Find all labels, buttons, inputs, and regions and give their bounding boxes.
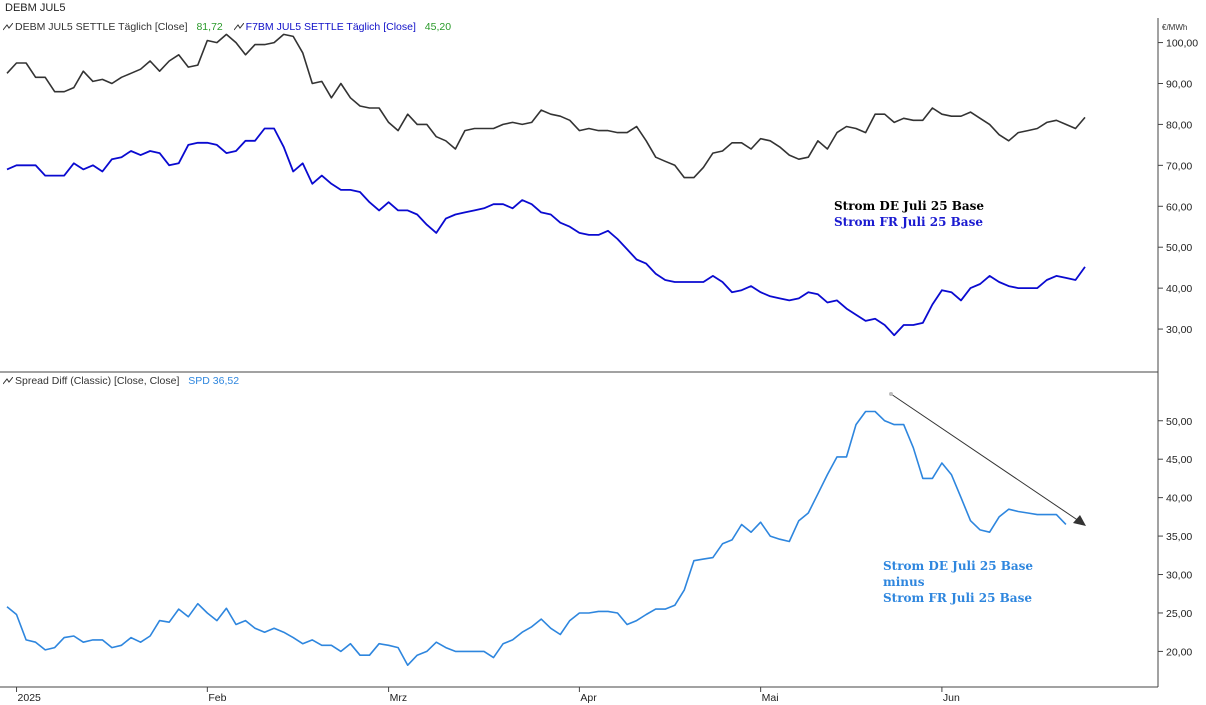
y-tick-label: 30,00 (1166, 324, 1192, 336)
x-tick-label: Jun (943, 692, 960, 704)
y-tick-label: 30,00 (1166, 570, 1192, 582)
unit-label: €/MWh (1162, 23, 1188, 32)
annotation-spread-line1: Strom DE Juli 25 Base (883, 559, 1034, 573)
x-tick-label: Mai (762, 692, 779, 704)
annotation-spread-line2: minus (883, 575, 925, 589)
top-legend: DEBM JUL5 SETTLE Täglich [Close] 81,72 F… (3, 21, 451, 33)
y-tick-label: 35,00 (1166, 531, 1192, 543)
x-tick-label: Apr (580, 692, 597, 704)
legend-de-value: 81,72 (196, 21, 223, 33)
y-tick-label: 40,00 (1166, 283, 1192, 295)
series-line-spread[interactable] (6, 410, 1067, 667)
legend-spread-label[interactable]: Spread Diff (Classic) [Close, Close] (15, 375, 180, 387)
annotation-de: Strom DE Juli 25 Base (834, 199, 985, 213)
bottom-y-axis: 20,00 25,00 30,00 35,00 40,00 45,00 50,00 (1158, 416, 1192, 658)
annotation-spread-line3: Strom FR Juli 25 Base (883, 591, 1032, 605)
legend-spread-value: SPD 36,52 (188, 375, 240, 387)
x-tick-label: 2025 (18, 692, 42, 704)
y-tick-label: 45,00 (1166, 454, 1192, 466)
series-line-de[interactable] (6, 33, 1086, 179)
legend-fr-value: 45,20 (424, 21, 452, 33)
annotation-bottom[interactable]: Strom DE Juli 25 Base minus Strom FR Jul… (883, 558, 1033, 606)
trend-arrow[interactable] (889, 392, 1086, 526)
y-tick-label: 50,00 (1166, 416, 1192, 428)
annotation-fr: Strom FR Juli 25 Base (834, 215, 983, 229)
series-line-fr[interactable] (6, 127, 1086, 337)
y-tick-label: 100,00 (1166, 38, 1198, 50)
x-tick-label: Mrz (390, 692, 408, 704)
trend-line[interactable] (890, 393, 1080, 522)
top-panel-series (6, 33, 1086, 337)
top-y-axis: 30,00 40,00 50,00 60,00 70,00 80,00 90,00 100,0… (1158, 38, 1198, 336)
line-series-icon (3, 23, 13, 31)
y-tick-label: 60,00 (1166, 201, 1192, 213)
legend-fr-label[interactable]: F7BM JUL5 SETTLE Täglich [Close] (245, 21, 416, 33)
bottom-legend: Spread Diff (Classic) [Close, Close] SPD… (3, 375, 239, 387)
line-series-icon (233, 23, 244, 31)
annotation-top[interactable]: Strom DE Juli 25 Base Strom FR Juli 25 B… (834, 198, 984, 230)
x-tick-label: Feb (208, 692, 226, 704)
y-tick-label: 90,00 (1166, 78, 1192, 90)
y-tick-label: 20,00 (1166, 646, 1192, 658)
y-tick-label: 80,00 (1166, 119, 1192, 131)
trend-arrowhead (1073, 515, 1086, 526)
y-tick-label: 70,00 (1166, 160, 1192, 172)
x-axis: 2025 Feb Mrz Apr Mai Jun (16, 687, 960, 704)
chart-symbol-title: DEBM JUL5 (5, 2, 66, 14)
trend-anchor[interactable] (889, 392, 893, 396)
legend-de-label[interactable]: DEBM JUL5 SETTLE Täglich [Close] (15, 21, 188, 33)
bottom-panel-series (6, 410, 1067, 667)
line-series-icon (3, 377, 13, 385)
y-tick-label: 50,00 (1166, 242, 1192, 254)
y-tick-label: 40,00 (1166, 493, 1192, 505)
y-tick-label: 25,00 (1166, 608, 1192, 620)
